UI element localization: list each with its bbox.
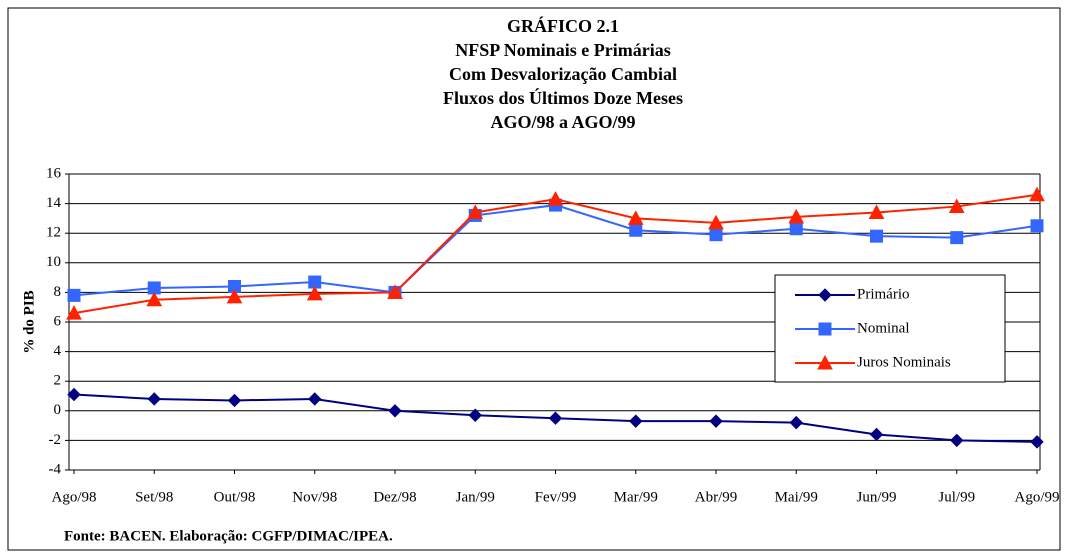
x-tick-label: Set/98 — [135, 489, 173, 505]
marker — [950, 433, 964, 448]
marker — [67, 387, 81, 402]
marker — [788, 208, 805, 224]
marker — [817, 354, 833, 370]
marker — [227, 393, 242, 408]
marker — [1030, 219, 1044, 233]
marker — [629, 414, 643, 428]
marker — [388, 404, 402, 418]
y-tick-label: 12 — [46, 225, 61, 241]
chart-title: Fluxos dos Últimos Doze Meses — [443, 87, 683, 108]
legend-label: Primário — [857, 286, 910, 302]
y-tick-label: 6 — [54, 313, 62, 329]
marker — [147, 392, 161, 406]
marker — [308, 392, 322, 406]
x-tick-label: Nov/98 — [292, 489, 337, 505]
x-tick-label: Jul/99 — [938, 489, 975, 505]
marker — [1029, 186, 1045, 202]
marker — [629, 223, 643, 237]
legend-label: Nominal — [857, 320, 910, 336]
source-note: Fonte: BACEN. Elaboração: CGFP/DIMAC/IPE… — [64, 528, 393, 544]
y-tick-label: 2 — [54, 373, 62, 389]
marker — [226, 288, 243, 304]
marker — [709, 414, 723, 428]
y-tick-label: 4 — [54, 343, 62, 359]
marker — [818, 322, 832, 336]
x-tick-label: Abr/99 — [695, 489, 738, 505]
x-tick-label: Out/98 — [214, 489, 256, 505]
marker — [66, 305, 82, 320]
marker — [708, 214, 724, 230]
marker — [950, 231, 964, 245]
x-tick-label: Jan/99 — [456, 489, 495, 505]
marker — [1030, 435, 1044, 449]
x-tick-label: Dez/98 — [373, 489, 416, 505]
x-tick-label: Jun/99 — [856, 489, 896, 505]
x-tick-label: Mar/99 — [614, 489, 658, 505]
y-axis-label: % do PIB — [21, 290, 37, 353]
marker — [948, 198, 965, 214]
y-tick-label: 14 — [46, 195, 62, 211]
marker — [306, 285, 323, 301]
y-tick-label: -4 — [49, 461, 62, 477]
y-tick-label: 16 — [46, 165, 62, 181]
marker — [146, 291, 163, 307]
x-tick-label: Ago/99 — [1015, 489, 1060, 505]
marker — [818, 288, 832, 302]
legend-label: Juros Nominais — [857, 354, 951, 370]
marker — [709, 228, 723, 242]
marker — [868, 204, 885, 219]
marker — [548, 411, 563, 425]
y-tick-label: 0 — [54, 402, 62, 418]
x-tick-label: Fev/99 — [535, 489, 577, 505]
x-tick-label: Mai/99 — [775, 489, 818, 505]
chart-title: Com Desvalorização Cambial — [449, 64, 677, 84]
marker — [869, 427, 884, 442]
chart-title: NFSP Nominais e Primárias — [455, 40, 670, 60]
y-tick-label: 10 — [46, 254, 61, 270]
chart-title: AGO/98 a AGO/99 — [490, 112, 635, 132]
marker — [387, 284, 403, 299]
marker — [547, 191, 564, 206]
marker — [789, 222, 803, 236]
marker — [67, 288, 81, 302]
marker — [789, 415, 803, 430]
y-tick-label: -2 — [49, 432, 62, 448]
x-tick-label: Ago/98 — [52, 489, 97, 505]
marker — [467, 204, 484, 219]
marker — [627, 210, 644, 225]
marker — [870, 229, 883, 243]
marker — [468, 408, 482, 422]
y-tick-label: 8 — [54, 284, 62, 300]
chart-title: GRÁFICO 2.1 — [507, 15, 619, 36]
